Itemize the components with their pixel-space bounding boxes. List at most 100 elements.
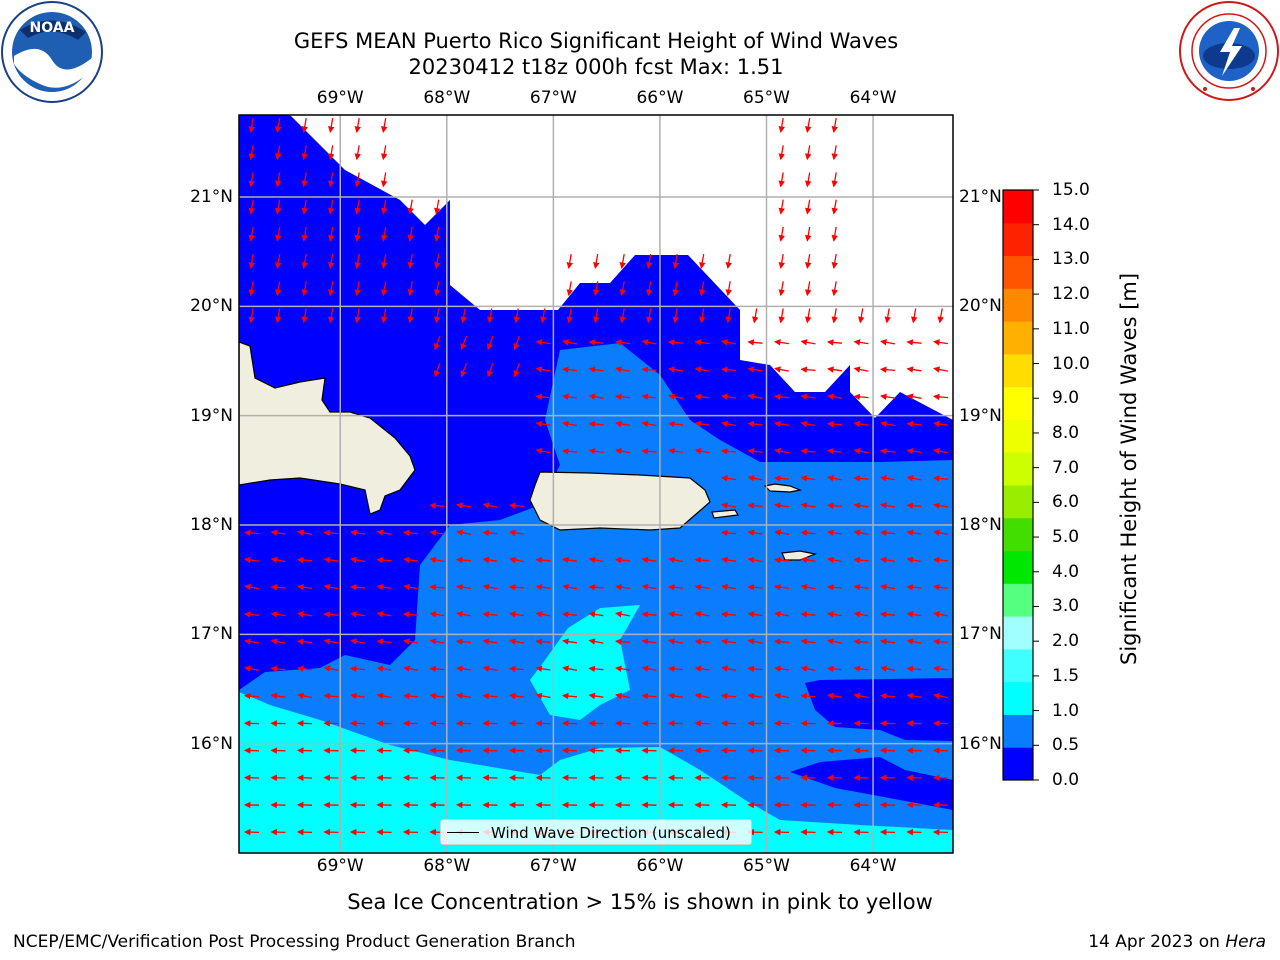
wave-direction-arrow bbox=[880, 420, 896, 428]
wave-direction-arrow bbox=[270, 638, 286, 645]
wave-direction-arrow bbox=[513, 335, 521, 351]
wave-direction-arrow bbox=[619, 308, 626, 324]
wind-wave-vectors bbox=[243, 117, 949, 836]
wave-direction-arrow bbox=[456, 583, 471, 591]
colorbar-tick-label: 0.5 bbox=[1052, 735, 1080, 756]
wave-direction-arrow bbox=[906, 529, 922, 536]
colorbar-tick-label: 10.0 bbox=[1052, 353, 1090, 374]
wave-direction-arrow bbox=[720, 611, 737, 618]
wave-direction-arrow bbox=[407, 199, 414, 215]
wave-direction-arrow bbox=[328, 145, 335, 161]
wave-direction-arrow bbox=[402, 529, 419, 537]
wave-direction-arrow bbox=[853, 447, 869, 455]
colorbar-segment bbox=[1003, 190, 1033, 224]
wave-direction-arrow bbox=[667, 665, 684, 673]
lat-tick-left: 18°N bbox=[190, 515, 233, 535]
wave-direction-arrow bbox=[301, 308, 308, 324]
wave-direction-arrow bbox=[248, 308, 255, 324]
wave-direction-arrow bbox=[879, 611, 896, 618]
wave-direction-arrow bbox=[509, 611, 524, 618]
lon-tick-bottom: 68°W bbox=[423, 856, 471, 876]
wave-direction-arrow bbox=[800, 420, 816, 428]
wave-direction-arrow bbox=[486, 335, 494, 351]
wave-direction-arrow bbox=[354, 281, 361, 297]
wave-direction-arrow bbox=[323, 556, 339, 564]
wave-direction-arrow bbox=[747, 611, 763, 618]
colorbar-segment bbox=[1003, 255, 1033, 289]
wave-direction-arrow bbox=[244, 556, 259, 564]
wave-direction-arrow bbox=[381, 172, 388, 188]
wave-direction-arrow bbox=[535, 583, 551, 591]
wave-direction-arrow bbox=[906, 502, 922, 509]
lon-tick-top: 65°W bbox=[743, 88, 790, 108]
wave-direction-arrow bbox=[721, 638, 736, 645]
wave-direction-arrow bbox=[381, 199, 388, 215]
wave-direction-arrow bbox=[778, 308, 785, 324]
wave-direction-arrow bbox=[297, 611, 313, 618]
colorbar-segment bbox=[1003, 222, 1033, 257]
wave-direction-arrow bbox=[243, 529, 260, 537]
footer-branch: NCEP/EMC/Verification Post Processing Pr… bbox=[13, 932, 576, 952]
colorbar-segment bbox=[1003, 386, 1033, 420]
wave-direction-arrow bbox=[721, 556, 736, 564]
wave-direction-arrow bbox=[884, 308, 891, 324]
wave-direction-arrow bbox=[248, 145, 255, 161]
wave-direction-arrow bbox=[694, 393, 710, 401]
wave-direction-arrow bbox=[513, 362, 521, 378]
wave-direction-arrow bbox=[296, 638, 313, 645]
wave-direction-arrow bbox=[350, 529, 365, 536]
wave-direction-arrow bbox=[641, 366, 657, 373]
wave-direction-arrow bbox=[879, 529, 896, 537]
lat-tick-right: 19°N bbox=[959, 405, 1002, 426]
wave-direction-arrow bbox=[323, 692, 339, 700]
colorbar-segment bbox=[1003, 681, 1033, 715]
wave-direction-arrow bbox=[805, 117, 812, 133]
wave-direction-arrow bbox=[407, 253, 414, 269]
wave-direction-arrow bbox=[376, 583, 392, 591]
wave-direction-arrow bbox=[456, 529, 472, 536]
wave-direction-arrow bbox=[354, 253, 361, 269]
wave-direction-arrow bbox=[747, 692, 763, 700]
wave-direction-arrow bbox=[747, 366, 763, 373]
wave-direction-arrow bbox=[561, 611, 578, 618]
wave-direction-arrow bbox=[328, 172, 335, 188]
wave-direction-arrow bbox=[827, 393, 843, 400]
wave-direction-arrow bbox=[456, 665, 471, 672]
wave-direction-arrow bbox=[694, 420, 710, 428]
wave-direction-arrow bbox=[301, 281, 308, 297]
wave-direction-arrow bbox=[407, 226, 414, 242]
wave-direction-arrow bbox=[588, 556, 604, 564]
wave-direction-arrow bbox=[853, 339, 869, 346]
wave-direction-arrow bbox=[805, 253, 812, 269]
wave-direction-arrow bbox=[747, 584, 763, 591]
wave-direction-arrow bbox=[694, 611, 710, 618]
lat-tick-right: 16°N bbox=[959, 733, 1002, 754]
wave-direction-arrow bbox=[403, 638, 418, 645]
wave-direction-arrow bbox=[641, 665, 657, 672]
wave-direction-arrow bbox=[668, 556, 684, 564]
wave-direction-arrow bbox=[509, 529, 524, 536]
wave-direction-arrow bbox=[535, 366, 551, 373]
wave-direction-arrow bbox=[668, 393, 684, 400]
colorbar-tick-label: 1.5 bbox=[1052, 665, 1080, 686]
wave-direction-arrow bbox=[800, 448, 816, 455]
map-frame bbox=[238, 114, 954, 854]
wave-direction-arrow bbox=[747, 420, 763, 428]
wave-direction-arrow bbox=[403, 665, 419, 672]
wave-direction-arrow bbox=[248, 226, 255, 242]
wave-direction-arrow bbox=[301, 117, 308, 133]
wave-direction-arrow bbox=[540, 308, 547, 324]
wave-direction-arrow bbox=[880, 638, 895, 645]
wave-direction-arrow bbox=[350, 556, 366, 564]
wave-direction-arrow bbox=[535, 665, 551, 672]
wave-direction-arrow bbox=[561, 448, 578, 455]
wave-direction-arrow bbox=[778, 145, 785, 161]
colorbar-tick-label: 5.0 bbox=[1052, 527, 1080, 548]
wave-direction-arrow bbox=[932, 556, 949, 564]
wave-direction-arrow bbox=[641, 692, 657, 700]
wave-direction-arrow bbox=[720, 692, 737, 700]
lat-tick-right: 17°N bbox=[959, 624, 1002, 645]
wave-direction-arrow bbox=[800, 393, 816, 400]
wave-direction-arrow bbox=[778, 226, 785, 242]
wave-direction-arrow bbox=[588, 339, 604, 346]
